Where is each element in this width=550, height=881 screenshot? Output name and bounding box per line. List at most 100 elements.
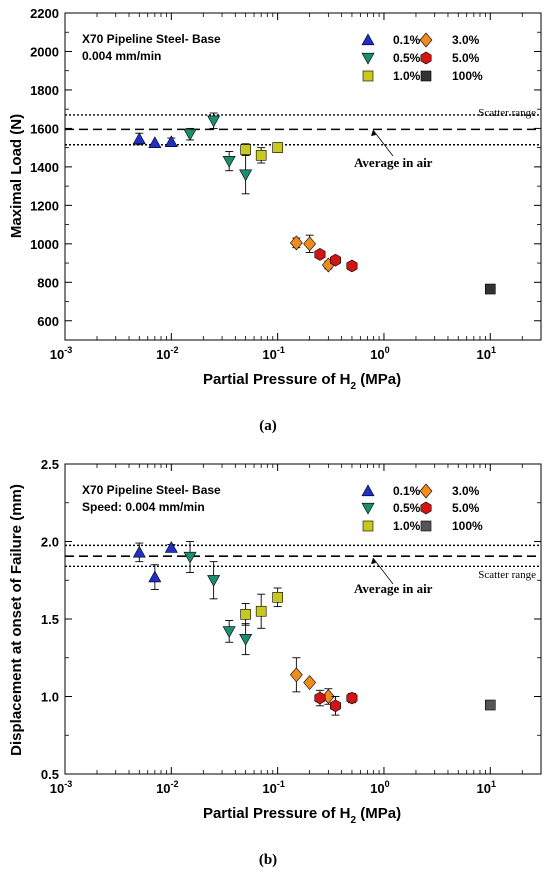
data-point [148, 570, 162, 583]
legend-label: 100% [452, 519, 483, 533]
x-tick-label: 100 [370, 345, 389, 362]
x-tick-label: 101 [477, 779, 496, 796]
y-tick-label: 1600 [30, 121, 59, 136]
x-axis-title-part: (MPa) [356, 805, 401, 822]
x-tick-exponent: 1 [491, 345, 496, 355]
chart-subtitle: Speed: 0.004 mm/min [82, 500, 205, 514]
data-point [289, 667, 303, 683]
data-point [132, 545, 146, 558]
y-tick-label: 1.0 [41, 690, 59, 705]
scatter-range-annotation: Scatter range [478, 569, 536, 581]
x-tick-exponent: -3 [64, 345, 72, 355]
series-0-5pct [183, 541, 253, 656]
legend-marker [361, 52, 375, 65]
average-annotation: Average in air [354, 581, 433, 596]
data-point [164, 135, 178, 147]
x-tick-base: 10 [477, 781, 491, 796]
x-tick-exponent: -1 [277, 345, 285, 355]
y-tick-label: 0.5 [41, 767, 59, 782]
data-point [240, 609, 251, 620]
data-point [240, 144, 251, 155]
x-tick-base: 10 [370, 347, 384, 362]
x-tick-label: 10-1 [262, 779, 284, 796]
data-point [183, 551, 197, 564]
panel-label: (a) [259, 418, 277, 434]
arrow-head [371, 558, 376, 564]
data-point [329, 253, 341, 267]
x-tick-label: 10-3 [50, 779, 72, 796]
series-0-1pct [132, 541, 178, 590]
legend-label: 1.0% [393, 519, 421, 533]
y-tick-label: 2000 [30, 44, 59, 59]
x-tick-exponent: 1 [491, 779, 496, 789]
data-point [346, 259, 358, 273]
data-point [239, 634, 253, 646]
chart-title: X70 Pipeline Steel- Base [82, 32, 221, 46]
x-tick-exponent: 0 [385, 779, 390, 789]
data-point [222, 626, 236, 639]
y-tick-label: 1800 [30, 83, 59, 98]
x-axis-title: Partial Pressure of H2 (MPa) [203, 371, 401, 392]
x-tick-exponent: 0 [385, 345, 390, 355]
data-point [148, 136, 162, 148]
data-point [346, 691, 358, 705]
data-point [207, 115, 221, 128]
y-tick-label: 1000 [30, 237, 59, 252]
x-axis-title: Partial Pressure of H2 (MPa) [203, 805, 401, 826]
data-point [222, 156, 236, 168]
data-point [239, 169, 253, 182]
series-1-0pct [240, 587, 283, 629]
legend-marker [420, 51, 432, 65]
legend-label: 1.0% [393, 69, 421, 83]
annotation-arrow [372, 129, 394, 157]
series-5-0pct [314, 248, 358, 273]
x-tick-label: 101 [477, 345, 496, 362]
x-axis-title-part: Partial Pressure of H [203, 371, 351, 388]
legend-marker [420, 501, 432, 515]
series-3-0pct [289, 657, 335, 705]
scatter-range-annotation: Scatter range [478, 107, 536, 119]
legend-label: 5.0% [452, 501, 480, 515]
chart-subtitle: 0.004 mm/min [82, 49, 161, 63]
data-point [314, 691, 326, 705]
x-tick-exponent: -2 [171, 779, 179, 789]
x-tick-base: 10 [262, 781, 276, 796]
data-point [183, 129, 197, 141]
y-tick-label: 1.5 [41, 612, 59, 627]
data-point [484, 283, 496, 295]
legend-label: 0.1% [393, 33, 421, 47]
data-point [207, 575, 221, 587]
data-point [255, 605, 267, 617]
legend-marker [420, 70, 432, 82]
x-tick-base: 10 [156, 781, 170, 796]
legend-label: 3.0% [452, 33, 480, 47]
data-point [484, 699, 496, 711]
legend-label: 0.1% [393, 484, 421, 498]
legend-label: 0.5% [393, 501, 421, 515]
x-tick-exponent: -2 [171, 345, 179, 355]
x-tick-label: 10-2 [156, 345, 178, 362]
x-tick-exponent: -1 [277, 779, 285, 789]
y-axis-title: Maximal Load (N) [8, 114, 25, 238]
annotation-arrow [372, 557, 394, 585]
legend-marker [361, 33, 375, 46]
y-axis-title: Displacement at onset of Failure (mm) [8, 484, 25, 756]
panel-label: (b) [259, 852, 277, 868]
legend-marker [361, 484, 375, 497]
x-tick-base: 10 [50, 781, 64, 796]
y-tick-label: 2.5 [41, 457, 59, 472]
series-100pct [484, 283, 496, 295]
series-1-0pct [240, 142, 283, 164]
y-tick-label: 1200 [30, 198, 59, 213]
plot-frame [64, 12, 542, 341]
x-tick-base: 10 [262, 347, 276, 362]
data-point [272, 591, 283, 603]
data-point [132, 132, 146, 145]
average-annotation: Average in air [354, 155, 433, 170]
x-tick-base: 10 [50, 347, 64, 362]
data-point [164, 541, 178, 553]
data-point [303, 675, 317, 691]
arrow-head [371, 130, 376, 136]
y-tick-label: 1400 [30, 160, 59, 175]
